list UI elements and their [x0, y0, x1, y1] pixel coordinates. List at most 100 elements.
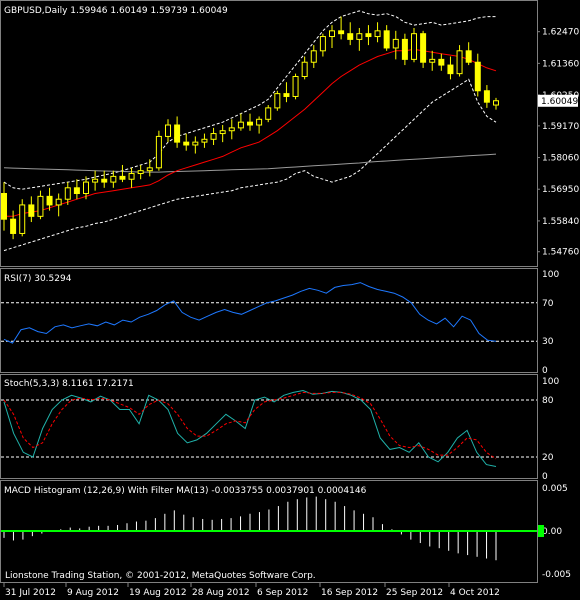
candle-body [411, 33, 417, 60]
macd-pane-frame [0, 480, 538, 583]
tick-label: 20 [542, 453, 554, 463]
price-pane-frame [0, 0, 538, 267]
candle-body [46, 195, 53, 206]
candle-body [83, 181, 89, 195]
bollinger-upper-band [3, 10, 496, 190]
price-tick-label: 1.54760 [542, 248, 579, 258]
main-line [3, 389, 497, 467]
last-price-box [538, 94, 578, 107]
candle-body [392, 38, 399, 49]
rsi-pane[interactable]: RSI(7) 30.5294 100 70 30 0 [0, 268, 560, 377]
candle-body [247, 121, 253, 126]
candle-body [338, 30, 345, 35]
candle-body [401, 38, 408, 60]
candle-body [37, 195, 44, 217]
tick-label: 70 [542, 299, 554, 309]
candle-body [174, 124, 181, 143]
candle-body [438, 58, 445, 66]
macd-tick-label: 0.005 [542, 484, 568, 494]
tick-label: 0 [542, 366, 548, 376]
candle-body [256, 118, 263, 126]
stoch-pane[interactable]: Stoch(5,3,3) 8.1161 17.2171 100 80 20 0 [0, 374, 560, 483]
candle-body [192, 141, 199, 146]
price-pane-title: GBPUSD,Daily 1.59946 1.60149 1.59739 1.6… [4, 6, 228, 16]
candle-body [165, 124, 171, 137]
last-price-label: 1.60049 [541, 97, 578, 107]
time-label: 16 Sep 2012 [321, 588, 378, 598]
time-label: 9 Aug 2012 [67, 588, 119, 598]
price-tick-label: 1.59170 [542, 122, 579, 132]
candle-body [310, 50, 317, 63]
candle-body [283, 93, 290, 97]
candle-body [493, 100, 499, 106]
signal-line [3, 391, 497, 460]
macd-filter-marker [538, 525, 544, 537]
candle-body [55, 198, 62, 206]
candle-body [183, 141, 190, 146]
price-tick-label: 1.58060 [542, 154, 579, 164]
candle-body [347, 33, 354, 40]
candle-body [155, 135, 162, 169]
time-label: 28 Aug 2012 [192, 588, 250, 598]
tick-label: 30 [542, 337, 554, 347]
time-label: 4 Oct 2012 [450, 588, 500, 598]
candle-body [383, 30, 390, 49]
candle-body [274, 93, 281, 109]
candle-body [365, 33, 372, 38]
candle-body [483, 90, 490, 103]
price-tick-label: 1.56950 [542, 185, 579, 195]
candle-body [128, 173, 135, 180]
candle-body [146, 167, 153, 172]
tick-label: 0 [542, 472, 548, 482]
candle-body [329, 30, 335, 38]
time-axis: 31 Jul 2012 9 Aug 2012 19 Aug 2012 28 Aug 2… [3, 583, 500, 598]
candle-body [447, 64, 454, 75]
candle-body [1, 193, 7, 220]
time-label: 31 Jul 2012 [5, 588, 56, 598]
candle-body [420, 33, 427, 63]
macd-pane[interactable]: MACD Histogram (12,26,9) With Filter MA(… [0, 480, 572, 583]
price-tick-label: 1.62470 [542, 28, 579, 38]
candle-body [119, 175, 126, 180]
time-label: 6 Sep 2012 [257, 588, 308, 598]
candle-body [429, 58, 436, 63]
candle-body [319, 36, 326, 52]
candle-body [10, 218, 17, 234]
candle-body [301, 61, 308, 77]
candle-body [64, 187, 71, 200]
candle-body [73, 187, 80, 195]
macd-pane-title: MACD Histogram (12,26,9) With Filter MA(… [4, 486, 367, 496]
candle-body [28, 204, 35, 217]
tick-label: 80 [542, 396, 554, 406]
candle-body [237, 121, 244, 129]
stoch-pane-frame [0, 374, 538, 479]
candle-body [137, 170, 144, 175]
candle-body [19, 204, 26, 234]
copyright-text: Lionstone Trading Station, © 2001-2012, … [5, 571, 316, 581]
candle-body [201, 138, 208, 143]
candle-body [219, 130, 226, 135]
candle-body [292, 75, 299, 97]
candle-body [110, 175, 117, 183]
candle-body [92, 178, 99, 183]
price-pane[interactable]: GBPUSD,Daily 1.59946 1.60149 1.59739 1.6… [0, 0, 580, 267]
long-moving-average [3, 153, 497, 173]
price-tick-label: 1.61360 [542, 59, 579, 69]
time-label: 25 Sep 2012 [386, 588, 443, 598]
macd-tick-label: 0.00 [542, 527, 562, 537]
candle-body [374, 30, 381, 38]
rsi-pane-frame [0, 268, 538, 373]
rsi-pane-title: RSI(7) 30.5294 [4, 274, 72, 284]
tick-label: 100 [542, 377, 559, 387]
tick-label: 100 [542, 270, 559, 280]
bollinger-lower-band [3, 78, 497, 252]
main-line [3, 282, 497, 344]
stoch-pane-title: Stoch(5,3,3) 8.1161 17.2171 [4, 379, 134, 389]
candle-body [456, 50, 463, 75]
candle-body [101, 178, 108, 183]
candle-body [356, 33, 363, 40]
time-label: 19 Aug 2012 [129, 588, 187, 598]
candle-body [228, 127, 235, 132]
candle-body [265, 107, 272, 120]
